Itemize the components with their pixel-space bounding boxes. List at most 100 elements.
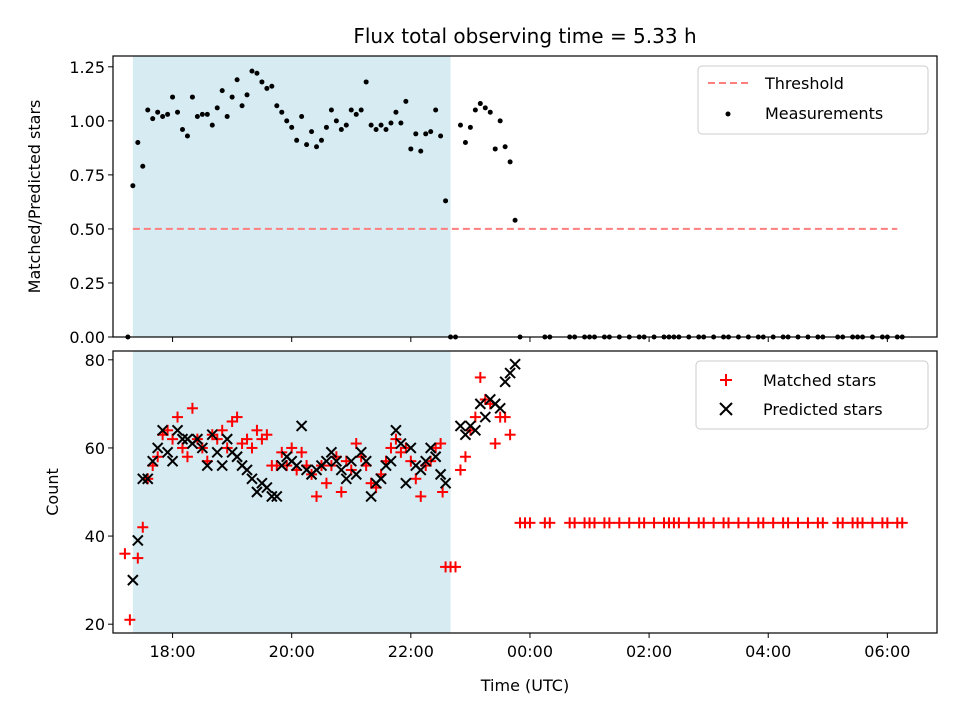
x-tick-label: 02:00 xyxy=(626,642,672,661)
predicted-star-point xyxy=(216,459,228,472)
measurement-point xyxy=(363,79,369,85)
measurement-point xyxy=(249,68,255,74)
measurement-point xyxy=(204,111,210,117)
measurement-point xyxy=(428,129,434,135)
x-tick-label: 18:00 xyxy=(150,642,196,661)
matched-star-point xyxy=(866,517,878,529)
measurement-point xyxy=(145,107,151,113)
matched-star-point xyxy=(603,517,615,529)
predicted-star-point xyxy=(350,468,362,481)
predicted-star-point xyxy=(325,446,338,459)
matched-star-point xyxy=(623,517,635,529)
measurement-point xyxy=(467,124,473,130)
measurement-point xyxy=(314,144,320,150)
bottom-legend-box xyxy=(695,360,929,430)
matched-star-point xyxy=(757,517,769,529)
measurement-point xyxy=(353,111,359,117)
measurement-point xyxy=(209,122,215,128)
predicted-star-point xyxy=(201,459,214,472)
predicted-star-point xyxy=(355,446,367,459)
y-tick-label: 0.00 xyxy=(69,328,105,347)
measurement-point xyxy=(170,94,176,100)
measurement-point xyxy=(309,129,315,135)
predicted-star-point xyxy=(494,402,506,414)
matched-star-point xyxy=(335,486,347,498)
measurement-point xyxy=(274,103,280,109)
legend-predicted-label: Predicted stars xyxy=(763,400,883,419)
x-tick-label: 00:00 xyxy=(507,642,553,661)
matched-star-point xyxy=(241,433,253,445)
top-x-ticks xyxy=(172,337,888,342)
measurement-point xyxy=(264,85,270,91)
predicted-star-point xyxy=(241,464,253,476)
matched-star-point xyxy=(415,490,427,502)
predicted-star-point xyxy=(132,534,144,547)
matched-star-point xyxy=(638,517,650,529)
matched-star-point xyxy=(186,402,198,414)
bottom-panel: 20 40 60 80 18:00 20:00 22:00 00:00 02:00 04:00 0… xyxy=(43,350,938,695)
measurement-point xyxy=(472,107,478,113)
matched-star-point xyxy=(732,517,744,529)
y-tick-label: 60 xyxy=(85,439,105,458)
predicted-star-point xyxy=(171,424,184,437)
top-legend: Threshold Measurements xyxy=(697,65,929,135)
bottom-x-ticks: 18:00 20:00 22:00 00:00 02:00 04:00 06:00 xyxy=(150,633,910,661)
predicted-star-point xyxy=(469,424,482,437)
matched-star-point xyxy=(251,424,263,436)
measurement-point xyxy=(179,126,185,132)
predicted-star-point xyxy=(156,424,169,437)
measurement-point xyxy=(358,107,364,113)
top-plot-frame xyxy=(112,55,938,338)
predicted-star-point xyxy=(424,442,437,454)
matched-star-point xyxy=(802,517,814,529)
measurement-point xyxy=(224,114,230,120)
predicted-star-point xyxy=(340,473,353,485)
x-tick-label: 20:00 xyxy=(269,642,315,661)
measurement-point xyxy=(438,133,444,139)
measurement-point xyxy=(398,120,404,126)
measurement-point xyxy=(323,124,329,130)
matched-star-point xyxy=(296,446,308,458)
top-chart-title: Flux total observing time = 5.33 h xyxy=(353,24,696,48)
matched-star-point xyxy=(167,433,179,445)
predicted-star-point xyxy=(360,455,372,467)
matched-star-point xyxy=(782,517,794,529)
measurement-point xyxy=(373,126,379,132)
predicted-star-point xyxy=(271,490,283,503)
y-tick-label: 0.25 xyxy=(69,274,105,293)
matched-star-point xyxy=(459,451,471,463)
predicted-star-point xyxy=(474,398,487,410)
measurement-point xyxy=(284,118,290,124)
measurement-point xyxy=(348,107,354,113)
predicted-star-point xyxy=(390,424,402,437)
predicted-star-point xyxy=(385,455,397,467)
predicted-star-point xyxy=(246,473,258,485)
bottom-highlight-span xyxy=(132,351,451,633)
legend-measurements-label: Measurements xyxy=(765,104,883,123)
top-y-axis-label: Matched/Predicted stars xyxy=(25,100,44,294)
matched-star-point xyxy=(698,517,710,529)
measurement-point xyxy=(338,126,344,132)
measurement-point xyxy=(194,114,200,120)
matched-star-point xyxy=(708,517,720,529)
legend-matched-label: Matched stars xyxy=(763,371,876,390)
predicted-star-point xyxy=(400,477,412,489)
matched-star-point xyxy=(350,438,362,450)
measurement-point xyxy=(413,131,419,137)
matched-star-point xyxy=(119,548,131,560)
measurement-point xyxy=(294,137,300,143)
predicted-star-point xyxy=(335,464,348,476)
predicted-star-point xyxy=(142,473,154,485)
matched-star-point xyxy=(792,517,804,529)
measurement-point xyxy=(269,83,275,89)
measurement-point xyxy=(229,94,235,100)
matched-star-point xyxy=(569,517,581,529)
measurement-point xyxy=(497,118,503,124)
bottom-y-axis-label: Count xyxy=(43,468,62,516)
measurement-point xyxy=(388,120,394,126)
predicted-star-point xyxy=(320,455,333,467)
measurement-point xyxy=(462,139,468,145)
matched-star-point xyxy=(742,517,754,529)
predicted-star-point xyxy=(161,446,174,459)
